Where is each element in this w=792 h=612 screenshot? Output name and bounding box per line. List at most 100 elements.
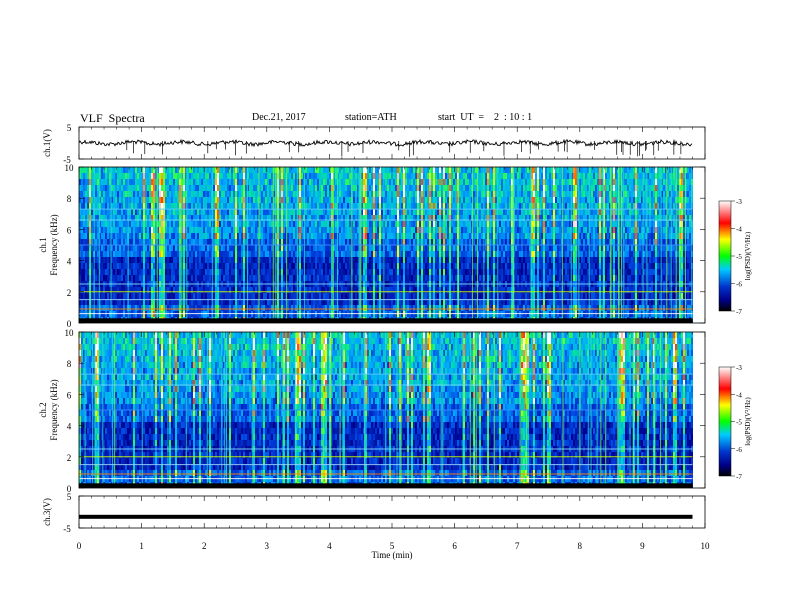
spectrogram-cell (199, 269, 201, 275)
spectrogram-cell (197, 173, 199, 179)
spectrogram-cell (81, 173, 83, 179)
spectrogram-cell (349, 221, 351, 227)
spectrogram-cell (291, 215, 293, 221)
spectrogram-cell (159, 185, 161, 191)
spectrogram-cell (145, 191, 147, 197)
spectrogram-cell (253, 257, 255, 263)
spectrogram-cell (361, 209, 363, 215)
spectrogram-cell (255, 275, 257, 281)
spectrogram-cell (107, 179, 109, 185)
spectrogram-cell (295, 293, 297, 299)
spectrogram-cell (387, 179, 389, 185)
spectrogram-cell (223, 185, 225, 191)
spectrogram-cell (345, 197, 347, 203)
spectrogram-cell (201, 293, 203, 299)
spectrogram-cell (301, 209, 303, 215)
spectrogram-cell (219, 209, 221, 215)
spectrogram-cell (283, 209, 285, 215)
spectrogram-cell (327, 257, 329, 263)
spectrogram-cell (329, 203, 331, 209)
spectrogram-cell (349, 227, 351, 233)
spectrogram-cell (371, 299, 373, 305)
spectrogram-cell (219, 167, 221, 173)
spectrogram-cell (373, 287, 375, 293)
spectrogram-cell (353, 215, 355, 221)
spectrogram-cell (319, 305, 321, 311)
spectrogram-cell (85, 239, 87, 245)
spectrogram-cell (115, 287, 117, 293)
spectrogram-cell (257, 269, 259, 275)
spectrogram-cell (125, 167, 127, 173)
spectrogram-cell (137, 197, 139, 203)
spectrogram-cell (259, 305, 261, 311)
spectrogram-cell (83, 257, 85, 263)
spectrogram-cell (85, 185, 87, 191)
spectrogram-cell (239, 239, 241, 245)
spectrogram-cell (347, 305, 349, 311)
spectrogram-cell (135, 269, 137, 275)
spectrogram-cell (229, 305, 231, 311)
spectrogram-cell (395, 305, 397, 311)
spectrogram-cell (415, 167, 417, 173)
spectrogram-cell (129, 257, 131, 263)
spectrogram-cell (187, 275, 189, 281)
spectrogram-cell (317, 251, 319, 257)
spectrogram-cell (269, 179, 271, 185)
spectrogram-cell (339, 167, 341, 173)
spectrogram-cell (83, 185, 85, 191)
spectrogram-cell (177, 293, 179, 299)
spectrogram-cell (295, 275, 297, 281)
spectrogram-cell (255, 185, 257, 191)
spectrogram-cell (109, 215, 111, 221)
spectrogram-cell (411, 275, 413, 281)
spectrogram-cell (301, 275, 303, 281)
spectrogram-cell (121, 269, 123, 275)
spectrogram-cell (375, 167, 377, 173)
spectrogram-cell (421, 209, 423, 215)
spectrogram-cell (363, 173, 365, 179)
spectrogram-cell (91, 251, 93, 257)
spectrogram-cell (309, 221, 311, 227)
spectrogram-cell (205, 209, 207, 215)
spectrogram-cell (387, 305, 389, 311)
spectrogram-cell (377, 185, 379, 191)
spectrogram-cell (345, 239, 347, 245)
spectrogram-cell (185, 299, 187, 305)
spectrogram-cell (423, 245, 425, 251)
spectrogram-cell (345, 215, 347, 221)
spectrogram-cell (231, 197, 233, 203)
spectrogram-cell (177, 167, 179, 173)
spectrogram-cell (237, 185, 239, 191)
spectrogram-cell (413, 269, 415, 275)
spectrogram-cell (109, 209, 111, 215)
spectrogram-cell (315, 263, 317, 269)
spectrogram-cell (413, 245, 415, 251)
spectrogram-cell (105, 257, 107, 263)
spectrogram-cell (293, 257, 295, 263)
spectrogram-cell (85, 287, 87, 293)
spectrogram-cell (405, 221, 407, 227)
spectrogram-cell (403, 179, 405, 185)
spectrogram-cell (317, 233, 319, 239)
spectrogram-cell (173, 203, 175, 209)
spectrogram-cell (307, 245, 309, 251)
spectrogram-cell (155, 191, 157, 197)
spectrogram-cell (451, 209, 453, 215)
spectrogram-cell (401, 269, 403, 275)
spectrogram-cell (189, 221, 191, 227)
spectrogram-cell (321, 179, 323, 185)
spectrogram-cell (345, 305, 347, 311)
spectrogram-cell (229, 263, 231, 269)
spectrogram-cell (295, 173, 297, 179)
spectrogram-cell (333, 263, 335, 269)
spectrogram-cell (111, 269, 113, 275)
spectrogram-cell (431, 269, 433, 275)
spectrogram-cell (171, 287, 173, 293)
spectrogram-cell (97, 263, 99, 269)
spectrogram-cell (97, 269, 99, 275)
spectrogram-cell (321, 215, 323, 221)
spectrogram-cell (169, 239, 171, 245)
spectrogram-cell (221, 263, 223, 269)
spectrogram-cell (199, 209, 201, 215)
spectrogram-cell (433, 185, 435, 191)
